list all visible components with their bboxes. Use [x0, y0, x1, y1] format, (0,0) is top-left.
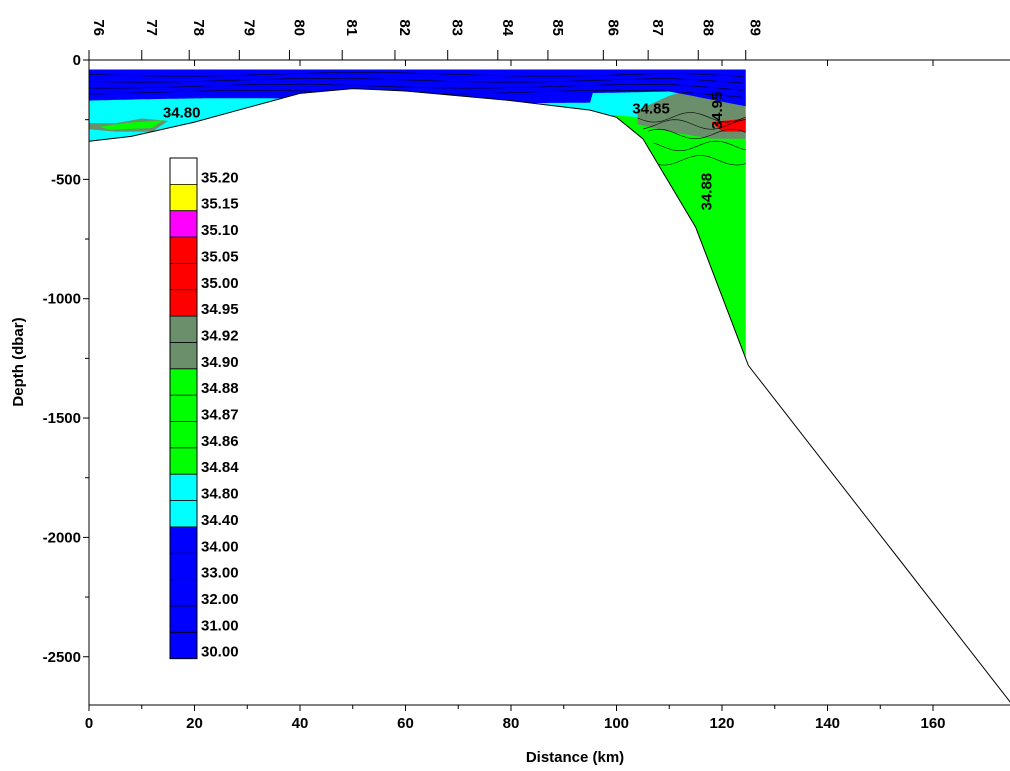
legend-swatch [170, 342, 197, 369]
slope-contour-line [648, 128, 746, 140]
slope-contour-line [658, 155, 746, 166]
legend-swatch [170, 579, 197, 606]
legend-swatch [170, 474, 197, 501]
axes: 0 20 40 60 80 100 120 140 160 0 -500 -1000 -1500 -200… [43, 52, 1010, 732]
legend-swatch [170, 500, 197, 527]
station-label: 89 [747, 19, 764, 36]
legend-swatch [170, 553, 197, 580]
legend-label: 32.00 [201, 591, 239, 608]
y-tick-label: -1500 [43, 410, 81, 427]
y-tick-label: -2500 [43, 649, 81, 666]
legend-label: 34.92 [201, 327, 239, 344]
blue-contour-line [89, 72, 744, 77]
x-tick-label: 140 [815, 715, 840, 732]
station-label: 88 [699, 19, 716, 36]
x-tick-label: 160 [920, 715, 945, 732]
y-tick-label: -500 [51, 171, 81, 188]
seafloor-mask [89, 88, 1010, 715]
station-label: 85 [549, 19, 566, 36]
color-legend: 35.20 35.15 35.10 35.05 35.00 34.95 34.92 34.90… [169, 157, 239, 661]
legend-label: 34.00 [201, 538, 239, 555]
legend-swatch [170, 184, 197, 211]
legend-label: 30.00 [201, 644, 239, 661]
salinity-field [89, 69, 746, 359]
station-label: 76 [90, 19, 107, 36]
station-label: 77 [143, 19, 160, 36]
legend-label: 34.95 [201, 301, 239, 318]
bathymetry [88, 88, 1010, 715]
slope-contour-line [653, 140, 746, 152]
station-label: 79 [240, 19, 257, 36]
legend-label: 35.20 [201, 169, 239, 186]
legend-label: 34.80 [201, 486, 239, 503]
contour-labels: 34.80 34.85 34.95 34.88 [163, 92, 726, 211]
x-tick-label: 80 [503, 715, 520, 732]
x-axis-label: Distance (km) [526, 749, 624, 766]
legend-frame [169, 157, 198, 660]
legend-swatch [170, 526, 197, 554]
legend-swatch [170, 158, 197, 185]
x-tick-label: 120 [709, 715, 734, 732]
legend-swatch [170, 263, 197, 290]
blue-contour-line [89, 83, 744, 91]
legend-label: 33.00 [201, 565, 239, 582]
water-green-deep [611, 114, 746, 359]
contour-label: 34.85 [632, 101, 670, 118]
station-label: 81 [343, 19, 360, 36]
bathymetry-line [88, 88, 1010, 703]
legend-label: 35.00 [201, 275, 239, 292]
legend-label: 31.00 [201, 617, 239, 634]
legend-swatch [170, 395, 197, 422]
legend-swatch [170, 368, 197, 396]
blue-contour-line [89, 78, 744, 84]
station-label: 86 [604, 19, 621, 36]
station-label: 80 [291, 19, 308, 36]
legend-label: 34.88 [201, 380, 239, 397]
legend-label: 34.40 [201, 512, 239, 529]
y-tick-label: 0 [73, 52, 81, 69]
y-axis-label: Depth (dbar) [10, 317, 27, 406]
legend-label: 34.84 [201, 459, 239, 476]
x-tick-label: 40 [292, 715, 309, 732]
station-label: 83 [449, 19, 466, 36]
legend-label: 34.86 [201, 433, 239, 450]
legend-swatch [170, 210, 197, 238]
station-labels: 76 77 78 79 80 81 82 83 84 85 86 87 88 89 [88, 19, 764, 60]
legend-label: 35.15 [201, 196, 239, 213]
legend-swatch [170, 447, 197, 475]
x-tick-label: 0 [85, 715, 93, 732]
station-label: 78 [190, 19, 207, 36]
slope-contour-line [637, 112, 746, 123]
legend-swatch [170, 237, 197, 264]
legend-label: 35.05 [201, 248, 239, 265]
legend-label: 35.10 [201, 222, 239, 239]
legend-swatch [170, 289, 197, 317]
x-tick-label: 20 [186, 715, 203, 732]
x-tick-label: 100 [604, 715, 629, 732]
x-tick-label: 60 [397, 715, 414, 732]
water-green-shelf [99, 120, 163, 130]
legend-label: 34.90 [201, 354, 239, 371]
legend-swatch [170, 421, 197, 448]
legend-swatch [170, 316, 197, 343]
station-label: 82 [396, 19, 413, 36]
contour-label: 34.88 [699, 173, 716, 211]
y-tick-label: -2000 [43, 529, 81, 546]
station-label: 87 [649, 19, 666, 36]
water-blue-surface [89, 69, 746, 107]
legend-swatch [170, 605, 197, 633]
legend-label: 34.87 [201, 407, 239, 424]
legend-swatch [170, 632, 197, 659]
y-tick-label: -1000 [43, 291, 81, 308]
contour-label: 34.95 [709, 92, 726, 130]
station-label: 84 [499, 19, 516, 36]
slope-contour-line [642, 119, 746, 130]
contour-label: 34.80 [163, 104, 201, 121]
